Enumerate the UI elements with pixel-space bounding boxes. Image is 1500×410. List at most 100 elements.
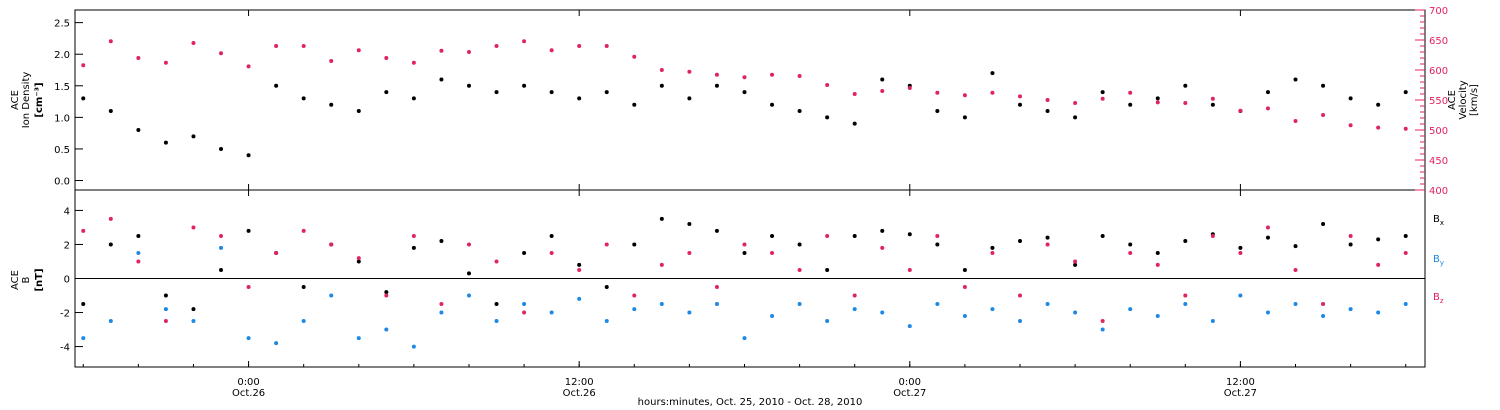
density-point [770,102,775,107]
bz-point [1238,250,1243,255]
by-point [907,324,912,329]
bx-point [1321,222,1326,227]
density-point [1155,96,1160,101]
bottom-y-tick-label: 2 [64,240,70,251]
velocity-point [1348,123,1353,128]
bz-point [659,262,664,267]
density-point [1100,90,1105,95]
bx-point [246,228,251,233]
velocity-point [384,56,389,60]
velocity-point [136,56,141,60]
bz-point [825,233,830,238]
by-point [329,293,334,298]
bx-point [990,245,995,250]
density-point [1376,102,1381,107]
density-point [301,96,306,101]
velocity-point [1183,101,1188,105]
velocity-point [1018,94,1022,99]
bx-point [742,250,747,255]
bz-point [274,250,279,255]
density-point [384,90,389,95]
by-point [136,250,141,255]
bottom-ylabel-line2: B [21,276,32,283]
bz-point [1073,259,1078,264]
bz-point [1265,225,1270,230]
bz-point [714,285,719,290]
density-point [163,140,168,145]
x-axis-title: hours:minutes, Oct. 25, 2010 - Oct. 28, … [638,397,863,408]
density-point [439,77,444,82]
bz-point [577,267,582,272]
bx-point [1348,242,1353,247]
density-point [549,90,554,95]
by-point [714,302,719,307]
top-y2-tick-label: 500 [1429,126,1448,137]
by-point [522,302,527,307]
by-point [384,327,389,332]
bz-point [797,267,802,272]
density-point [1403,90,1408,95]
density-point [1128,102,1133,107]
bz-point [246,285,251,290]
bz-point [935,233,940,238]
bx-point [1128,242,1133,247]
density-point [935,109,940,114]
bz-point [1348,233,1353,238]
density-point [1293,77,1298,82]
bz-point [990,250,995,255]
by-point [1183,302,1188,307]
by-point [439,310,444,315]
bz-point [1128,250,1133,255]
top-panel-frame [74,9,1426,191]
bx-point [852,233,857,238]
bx-point [1155,250,1160,255]
x-tick-label-time: 12:00 [565,377,594,388]
bx-point [632,242,637,247]
bz-point [136,259,141,264]
bx-point [659,216,664,221]
top-y2label-line1: ACE [1447,90,1458,110]
density-point [1073,115,1078,120]
by-point [549,310,554,315]
velocity-point [907,86,912,90]
bx-point [219,267,224,272]
bx-point [1403,233,1408,238]
top-y2-tick-label: 600 [1429,66,1448,77]
density-point [577,96,582,101]
bx-point [549,233,554,238]
density-point [687,96,692,101]
bx-point [880,228,885,233]
density-point [522,83,527,88]
velocity-point [852,92,857,96]
x-tick-label-date: Oct.27 [893,388,926,399]
by-point [1376,310,1381,315]
velocity-point [825,83,830,87]
density-point [411,96,416,101]
by-point [108,319,113,324]
bz-point [962,285,967,290]
velocity-point [1128,90,1133,95]
bottom-y-tick-label: 4 [64,206,70,217]
velocity-point [687,69,692,74]
by-point [1348,307,1353,312]
bz-point [1321,302,1326,307]
density-point [632,102,637,107]
velocity-point [1293,119,1298,123]
by-point [935,302,940,307]
density-point [604,90,609,95]
bz-point [632,293,637,298]
legend-bx: Bx [1433,214,1444,227]
top-y2-tick-label: 700 [1429,6,1448,17]
velocity-point [1045,98,1050,102]
bz-point [163,319,168,324]
velocity-point [108,39,113,44]
velocity-point [1265,106,1270,111]
bx-point [1183,239,1188,244]
top-ylabel-units: [cm⁻³] [34,82,45,117]
by-point [632,307,637,312]
density-point [1183,83,1188,88]
bz-point [1210,233,1215,238]
bz-point [1155,262,1160,267]
by-point [1321,313,1326,318]
